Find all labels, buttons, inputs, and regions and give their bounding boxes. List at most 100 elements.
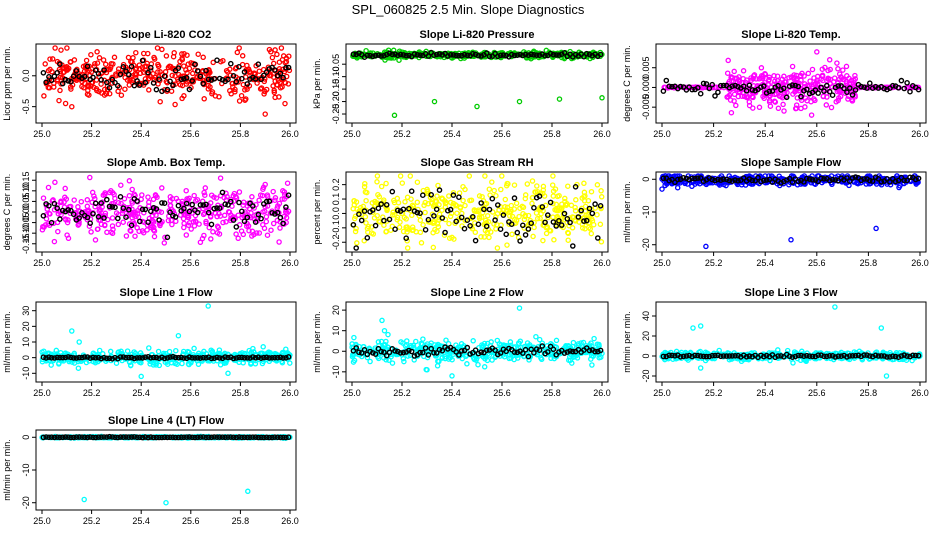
data-point <box>83 57 90 64</box>
data-point <box>63 63 70 70</box>
data-point <box>111 191 117 198</box>
data-point <box>375 191 381 198</box>
y-tick-label: 20 <box>641 331 651 341</box>
overlay-point <box>394 207 401 214</box>
overlay-point <box>101 215 107 221</box>
overlay-point <box>230 73 237 79</box>
data-point <box>146 87 152 93</box>
data-point <box>96 217 102 223</box>
overlay-point <box>425 53 432 59</box>
overlay-point <box>46 74 52 80</box>
data-point <box>789 63 796 70</box>
overlay-point <box>592 201 598 207</box>
overlay-point <box>258 215 264 222</box>
data-point <box>236 98 243 104</box>
y-tick-label: 20 <box>331 305 341 315</box>
data-point <box>155 61 161 68</box>
outlier-point <box>832 304 838 310</box>
data-point <box>537 190 544 196</box>
overlay-point <box>561 210 568 217</box>
data-point <box>47 66 53 73</box>
overlay-point <box>464 217 471 223</box>
y-tick-label: -10 <box>641 205 651 218</box>
y-tick-label: -0.05 <box>331 54 341 75</box>
data-point <box>220 57 226 64</box>
data-point <box>404 245 411 251</box>
x-tick-label: 25.8 <box>232 258 250 268</box>
x-tick-label: 25.0 <box>653 258 671 268</box>
data-point <box>151 233 158 240</box>
overlay-point <box>453 218 460 225</box>
overlay-point <box>561 50 568 56</box>
y-tick-label: -0.5 <box>21 99 31 115</box>
overlay-point <box>436 187 443 193</box>
x-tick-label: 25.0 <box>653 388 671 398</box>
overlay-point <box>216 205 223 211</box>
outlier-point <box>808 112 815 118</box>
x-tick-label: 25.6 <box>182 129 200 139</box>
data-point <box>85 83 91 89</box>
overlay-point <box>167 209 173 216</box>
overlay-point <box>806 90 813 97</box>
data-point <box>525 212 532 219</box>
overlay-point <box>406 205 412 212</box>
data-point <box>212 93 219 99</box>
data-point <box>835 66 841 72</box>
y-tick-label: -20 <box>641 369 651 382</box>
data-point <box>828 104 835 111</box>
overlay-point <box>829 92 836 98</box>
overlay-point <box>414 52 421 58</box>
data-point <box>435 358 441 364</box>
overlay-point <box>238 208 245 215</box>
data-point <box>42 61 48 67</box>
data-point <box>420 336 426 342</box>
data-point <box>807 78 813 84</box>
data-point <box>511 356 517 363</box>
y-tick-label: 20 <box>21 321 31 331</box>
data-point <box>61 64 67 71</box>
overlay-point <box>567 219 573 226</box>
data-point <box>159 46 165 53</box>
outlier-point <box>205 303 211 309</box>
data-point <box>181 224 187 231</box>
overlay-point <box>500 52 507 58</box>
data-point <box>256 197 262 204</box>
data-point <box>64 232 70 238</box>
overlay-point <box>90 210 96 217</box>
data-point <box>834 60 840 66</box>
overlay-point <box>539 343 546 349</box>
data-point <box>727 97 734 103</box>
x-tick-label: 26.0 <box>911 258 929 268</box>
y-tick-label: -0.15 <box>331 79 341 100</box>
x-tick-label: 25.8 <box>860 258 878 268</box>
overlay-point <box>54 70 61 76</box>
data-point <box>550 193 557 199</box>
data-point <box>820 93 827 99</box>
overlay-point <box>236 199 242 206</box>
data-point <box>766 97 773 104</box>
y-tick-label: 0.0 <box>331 207 341 220</box>
data-point <box>493 226 499 232</box>
overlay-point <box>761 83 767 89</box>
data-point <box>513 200 520 207</box>
data-point <box>540 237 546 244</box>
data-point <box>522 192 529 198</box>
outlier-point <box>690 325 696 331</box>
overlay-point <box>450 192 457 198</box>
x-tick-label: 25.2 <box>83 129 101 139</box>
data-point <box>183 232 190 238</box>
data-point <box>110 61 116 67</box>
outlier-point <box>379 317 385 324</box>
data-point <box>823 102 830 108</box>
data-point <box>470 338 476 344</box>
data-point <box>598 239 605 245</box>
overlay-point <box>255 211 262 218</box>
overlay-point <box>40 212 47 219</box>
data-point <box>493 192 499 199</box>
data-point <box>589 362 595 368</box>
y-tick-label: -0.1 <box>331 220 341 236</box>
overlay-point <box>758 84 764 90</box>
data-point <box>124 348 131 354</box>
data-point <box>118 182 124 188</box>
data-point <box>590 221 597 228</box>
